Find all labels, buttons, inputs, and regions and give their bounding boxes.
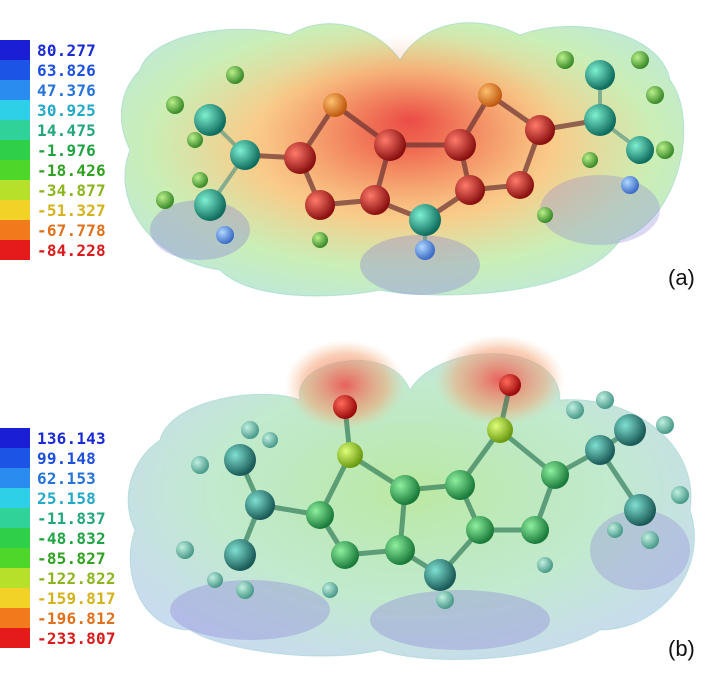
- legend-swatch: [0, 140, 30, 160]
- legend-row: 99.148: [0, 448, 116, 468]
- legend-swatch: [0, 588, 30, 608]
- legend-value: -122.822: [37, 568, 116, 588]
- legend-row: -18.426: [0, 160, 106, 180]
- panel-b: 136.143 99.148 62.153 25.158 -11.837 -48.832-…: [0, 330, 719, 685]
- legend-value: -159.817: [37, 588, 116, 608]
- legend-row: 63.826: [0, 60, 106, 80]
- legend-row: -11.837: [0, 508, 116, 528]
- legend-swatch: [0, 628, 30, 648]
- color-legend-a: 80.277 63.826 47.376 30.925 14.475 -1.976 -18.…: [0, 40, 106, 260]
- legend-row: 80.277: [0, 40, 106, 60]
- legend-value: 62.153: [37, 468, 96, 488]
- legend-row: -159.817: [0, 588, 116, 608]
- legend-swatch: [0, 488, 30, 508]
- legend-row: 136.143: [0, 428, 116, 448]
- esp-surface-b: [127, 335, 695, 660]
- legend-row: -67.778: [0, 220, 106, 240]
- legend-swatch: [0, 528, 30, 548]
- legend-swatch: [0, 240, 30, 260]
- legend-swatch: [0, 568, 30, 588]
- legend-swatch: [0, 100, 30, 120]
- legend-value: -67.778: [37, 220, 106, 240]
- legend-value: 80.277: [37, 40, 96, 60]
- legend-row: 30.925: [0, 100, 106, 120]
- legend-value: 136.143: [37, 428, 106, 448]
- legend-row: -1.976: [0, 140, 106, 160]
- legend-row: 14.475: [0, 120, 106, 140]
- legend-swatch: [0, 160, 30, 180]
- panel-a: 80.277 63.826 47.376 30.925 14.475 -1.976 -18.…: [0, 0, 719, 320]
- legend-row: 62.153: [0, 468, 116, 488]
- panel-label-a: (a): [668, 265, 695, 290]
- legend-row: -51.327: [0, 200, 106, 220]
- legend-row: -84.228: [0, 240, 106, 260]
- legend-row: -48.832: [0, 528, 116, 548]
- legend-value: -1.976: [37, 140, 96, 160]
- legend-value: -48.832: [37, 528, 106, 548]
- legend-swatch: [0, 60, 30, 80]
- legend-value: 99.148: [37, 448, 96, 468]
- legend-swatch: [0, 200, 30, 220]
- legend-value: 25.158: [37, 488, 96, 508]
- legend-swatch: [0, 548, 30, 568]
- legend-swatch: [0, 120, 30, 140]
- legend-row: -196.812: [0, 608, 116, 628]
- legend-swatch: [0, 80, 30, 100]
- legend-swatch: [0, 448, 30, 468]
- legend-value: -51.327: [37, 200, 106, 220]
- legend-row: -34.877: [0, 180, 106, 200]
- esp-surface-a: [120, 22, 685, 297]
- panel-label-b: (b): [668, 636, 695, 661]
- legend-value: 14.475: [37, 120, 96, 140]
- legend-swatch: [0, 428, 30, 448]
- legend-value: -233.807: [37, 628, 116, 648]
- legend-value: -84.228: [37, 240, 106, 260]
- legend-swatch: [0, 508, 30, 528]
- legend-value: -196.812: [37, 608, 116, 628]
- legend-row: 25.158: [0, 488, 116, 508]
- legend-value: -11.837: [37, 508, 106, 528]
- legend-row: -122.822: [0, 568, 116, 588]
- legend-row: 47.376: [0, 80, 106, 100]
- legend-value: 47.376: [37, 80, 96, 100]
- legend-swatch: [0, 608, 30, 628]
- legend-value: 63.826: [37, 60, 96, 80]
- legend-value: -34.877: [37, 180, 106, 200]
- legend-swatch: [0, 40, 30, 60]
- legend-swatch: [0, 180, 30, 200]
- legend-value: 30.925: [37, 100, 96, 120]
- color-legend-b: 136.143 99.148 62.153 25.158 -11.837 -48.832-…: [0, 428, 116, 648]
- legend-swatch: [0, 220, 30, 240]
- legend-value: -18.426: [37, 160, 106, 180]
- legend-value: -85.827: [37, 548, 106, 568]
- legend-row: -233.807: [0, 628, 116, 648]
- legend-row: -85.827: [0, 548, 116, 568]
- legend-swatch: [0, 468, 30, 488]
